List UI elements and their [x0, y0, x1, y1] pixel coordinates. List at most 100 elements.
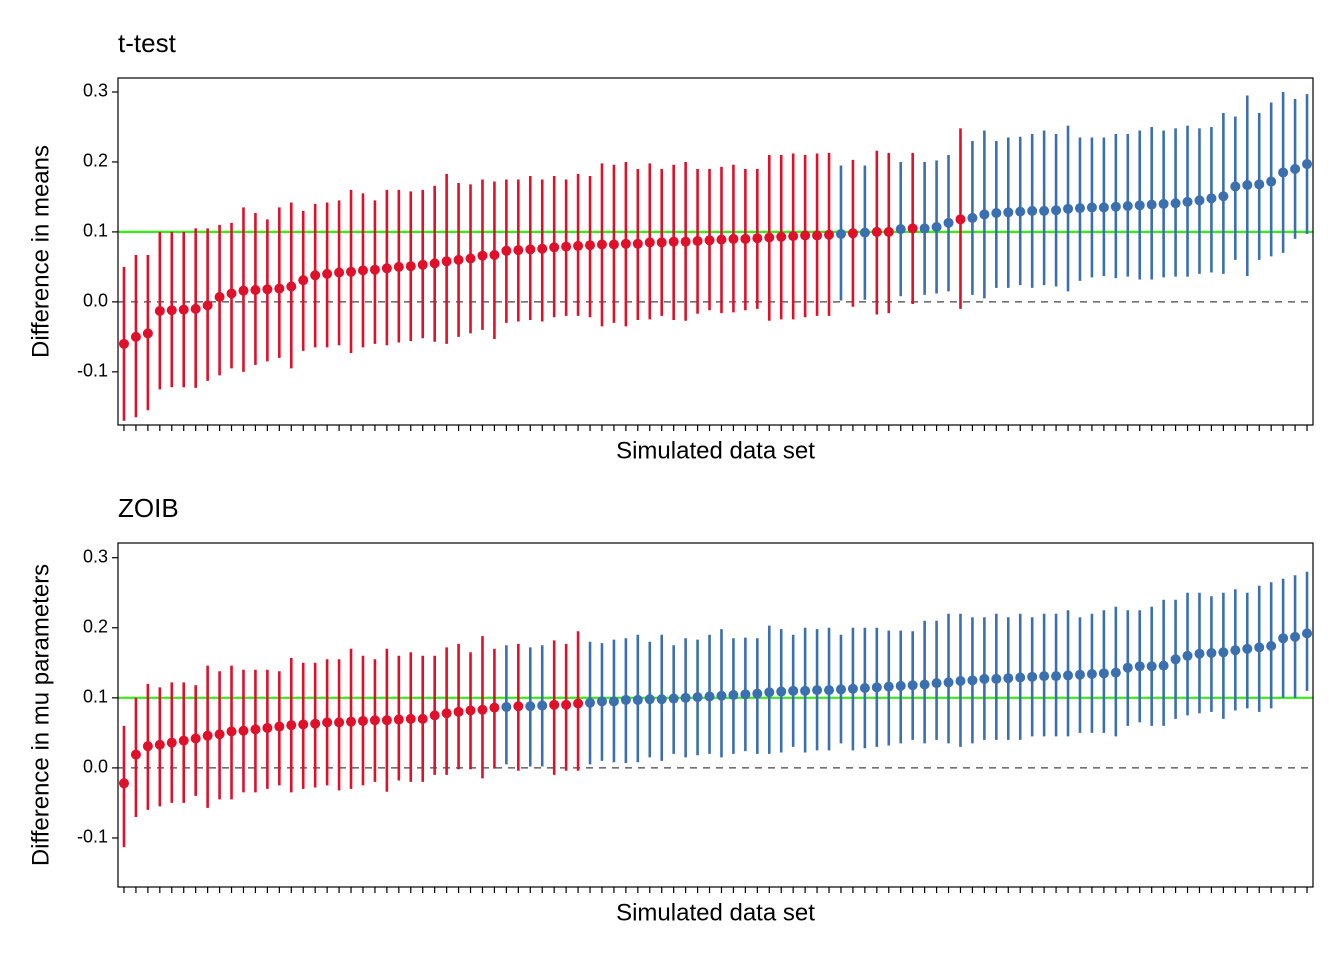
point — [991, 673, 1002, 684]
point — [871, 682, 882, 693]
y-tick-label: 0.1 — [83, 221, 108, 241]
point — [573, 698, 584, 709]
point — [1063, 203, 1074, 214]
point — [800, 685, 811, 696]
x-axis-label: Simulated data set — [616, 899, 815, 926]
point — [274, 283, 285, 294]
point — [226, 726, 237, 737]
point — [154, 739, 165, 750]
point — [142, 741, 153, 752]
point — [632, 238, 643, 249]
point — [668, 693, 679, 704]
point — [1027, 671, 1038, 682]
point — [118, 338, 129, 349]
point — [859, 227, 870, 238]
point — [441, 256, 452, 267]
point — [883, 226, 894, 237]
point — [1254, 642, 1265, 653]
point — [166, 305, 177, 316]
point — [704, 235, 715, 246]
point — [776, 686, 787, 697]
point — [286, 720, 297, 731]
y-tick-label: -0.1 — [77, 827, 108, 847]
point — [214, 291, 225, 302]
point — [346, 266, 357, 277]
point — [1039, 671, 1050, 682]
point — [644, 694, 655, 705]
point — [429, 710, 440, 721]
point — [907, 223, 918, 234]
point — [322, 268, 333, 279]
point — [262, 722, 273, 733]
point — [357, 715, 368, 726]
y-tick-label: 0.0 — [83, 757, 108, 777]
point — [1302, 159, 1313, 170]
point — [274, 721, 285, 732]
point — [979, 209, 990, 220]
point — [1218, 647, 1229, 658]
point — [178, 735, 189, 746]
point — [1039, 205, 1050, 216]
point — [1194, 648, 1205, 659]
point — [955, 214, 966, 225]
point — [776, 231, 787, 242]
point — [788, 231, 799, 242]
point — [835, 684, 846, 695]
point — [967, 675, 978, 686]
point — [1278, 633, 1289, 644]
point — [585, 240, 596, 251]
point — [1051, 205, 1062, 216]
point — [919, 223, 930, 234]
point — [238, 725, 249, 736]
point — [1074, 203, 1085, 214]
point — [895, 680, 906, 691]
point — [1266, 640, 1277, 651]
chart-title: ZOIB — [118, 493, 179, 523]
point — [608, 696, 619, 707]
point — [250, 284, 261, 295]
point — [1170, 654, 1181, 665]
point — [943, 677, 954, 688]
point — [405, 261, 416, 272]
point — [1206, 647, 1217, 658]
point — [812, 685, 823, 696]
point — [561, 241, 572, 252]
point — [740, 689, 751, 700]
point — [1134, 200, 1145, 211]
point — [656, 694, 667, 705]
point — [1182, 196, 1193, 207]
point — [549, 699, 560, 710]
point — [824, 229, 835, 240]
point — [680, 236, 691, 247]
point — [692, 692, 703, 703]
point — [1098, 668, 1109, 679]
point — [596, 239, 607, 250]
point — [178, 304, 189, 315]
point — [573, 240, 584, 251]
point — [525, 701, 536, 712]
point — [489, 702, 500, 713]
point — [1218, 191, 1229, 202]
point — [190, 303, 201, 314]
point — [871, 226, 882, 237]
chart-title: t-test — [118, 28, 177, 58]
point — [812, 230, 823, 241]
point — [142, 328, 153, 339]
point — [859, 683, 870, 694]
point — [298, 719, 309, 730]
point — [895, 224, 906, 235]
point — [1122, 662, 1133, 673]
point — [644, 237, 655, 248]
point — [202, 730, 213, 741]
point — [322, 717, 333, 728]
point — [393, 714, 404, 725]
point — [835, 229, 846, 240]
point — [537, 243, 548, 254]
point — [1110, 201, 1121, 212]
point — [310, 718, 321, 729]
point — [537, 700, 548, 711]
point — [250, 724, 261, 735]
point — [1158, 660, 1169, 671]
point — [1194, 195, 1205, 206]
point — [800, 230, 811, 241]
